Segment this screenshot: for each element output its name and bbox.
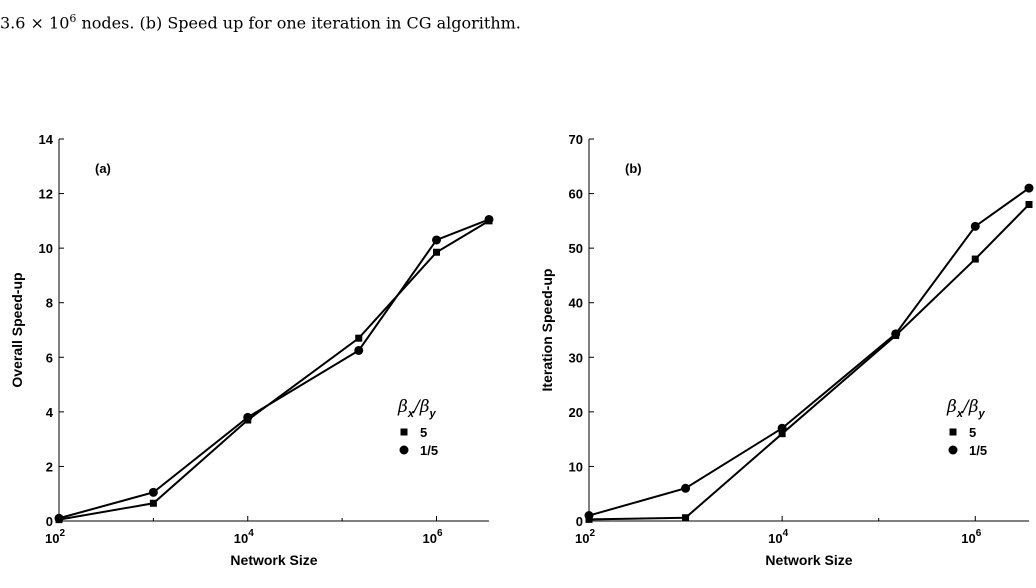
legend-title-part: / — [412, 397, 422, 417]
x-tick-label: 104 — [768, 528, 788, 546]
panel-label: (b) — [625, 161, 642, 176]
legend-marker-circle — [948, 445, 958, 455]
x-tick-label: 106 — [961, 528, 981, 546]
data-point-square — [778, 430, 786, 438]
x-tick-exponent: 2 — [59, 528, 65, 539]
x-tick-exponent: 6 — [437, 528, 443, 539]
data-point-circle — [148, 487, 158, 497]
y-axis-label: Overall Speed-up — [9, 272, 25, 387]
data-point-square — [432, 248, 440, 256]
series-line-one-fifth — [58, 218, 490, 520]
data-point-square — [971, 255, 979, 263]
y-tick-label: 70 — [569, 132, 583, 147]
data-point-circle — [681, 483, 691, 493]
legend-entry-label: 5 — [969, 425, 976, 440]
legend-title-part: β — [946, 397, 957, 417]
y-tick-label: 20 — [569, 405, 583, 420]
y-tick-label: 14 — [39, 132, 54, 147]
series-line-one-fifth — [588, 187, 1030, 517]
y-tick-label: 60 — [569, 187, 583, 202]
data-point-square — [682, 514, 690, 522]
data-point-circle — [970, 221, 980, 231]
y-axis-label: Iteration Speed-up — [539, 269, 555, 392]
data-point-square — [355, 334, 363, 342]
data-point-circle — [484, 214, 494, 224]
y-tick-label: 4 — [46, 405, 54, 420]
legend-marker-square — [400, 428, 408, 436]
x-tick-exponent: 4 — [783, 528, 789, 539]
series-line-five — [58, 219, 490, 521]
figure-caption: 3.6 × 106 nodes. (b) Speed up for one it… — [0, 12, 1036, 32]
legend-title-subscript: x — [956, 408, 964, 420]
legend-title: βx/βy — [397, 397, 437, 420]
x-tick-exponent: 6 — [976, 528, 982, 539]
legend-title-part: β — [968, 397, 979, 417]
y-tick-label: 50 — [569, 241, 583, 256]
legend-title-part: / — [961, 397, 971, 417]
legend-marker-circle — [399, 445, 409, 455]
y-tick-label: 12 — [39, 187, 53, 202]
x-tick-exponent: 4 — [248, 528, 254, 539]
data-point-circle — [354, 345, 364, 355]
x-tick-label: 106 — [422, 528, 442, 546]
data-point-circle — [243, 412, 253, 422]
y-tick-label: 40 — [569, 296, 583, 311]
data-point-circle — [584, 511, 594, 521]
x-axis-label: Network Size — [230, 552, 317, 568]
y-tick-label: 10 — [569, 459, 583, 474]
legend-title-subscript: y — [978, 408, 986, 420]
data-point-circle — [1024, 183, 1034, 193]
y-tick-label: 30 — [569, 350, 583, 365]
chart-panel-b: 0 10 20 30 40 50 60 70 102 104 106 Network Size Iter… — [539, 132, 1034, 568]
legend-entry-label: 5 — [420, 425, 427, 440]
legend-title-part: β — [397, 397, 408, 417]
y-tick-label: 0 — [576, 514, 583, 529]
data-point-square — [1025, 200, 1033, 208]
data-point-circle — [777, 423, 787, 433]
data-point-circle — [431, 235, 441, 245]
x-tick-label: 102 — [575, 528, 595, 546]
legend-title-subscript: y — [429, 408, 437, 420]
legend-title: βx/βy — [946, 397, 986, 420]
legend-entry-label: 1/5 — [969, 443, 987, 458]
caption-suffix: nodes. (b) Speed up for one iteration in… — [76, 13, 521, 33]
y-tick-label: 0 — [46, 514, 53, 529]
panel-label: (a) — [95, 161, 111, 176]
legend-entry-label: 1/5 — [420, 443, 438, 458]
series-line-five — [588, 203, 1030, 521]
x-tick-label: 104 — [234, 528, 254, 546]
legend-marker-square — [949, 428, 957, 436]
legend-title-subscript: x — [407, 408, 415, 420]
legend-title-part: β — [419, 397, 430, 417]
caption-exponent: 6 — [69, 12, 77, 25]
x-axis-label: Network Size — [765, 552, 852, 568]
data-point-circle — [891, 329, 901, 339]
data-point-square — [149, 499, 157, 507]
x-tick-exponent: 2 — [589, 528, 595, 539]
x-tick-label: 102 — [45, 528, 65, 546]
y-tick-label: 10 — [39, 241, 53, 256]
y-tick-label: 2 — [46, 459, 53, 474]
y-tick-label: 6 — [46, 350, 53, 365]
data-point-circle — [54, 513, 64, 523]
y-tick-label: 8 — [46, 296, 53, 311]
caption-prefix: 3.6 × 10 — [0, 13, 70, 33]
